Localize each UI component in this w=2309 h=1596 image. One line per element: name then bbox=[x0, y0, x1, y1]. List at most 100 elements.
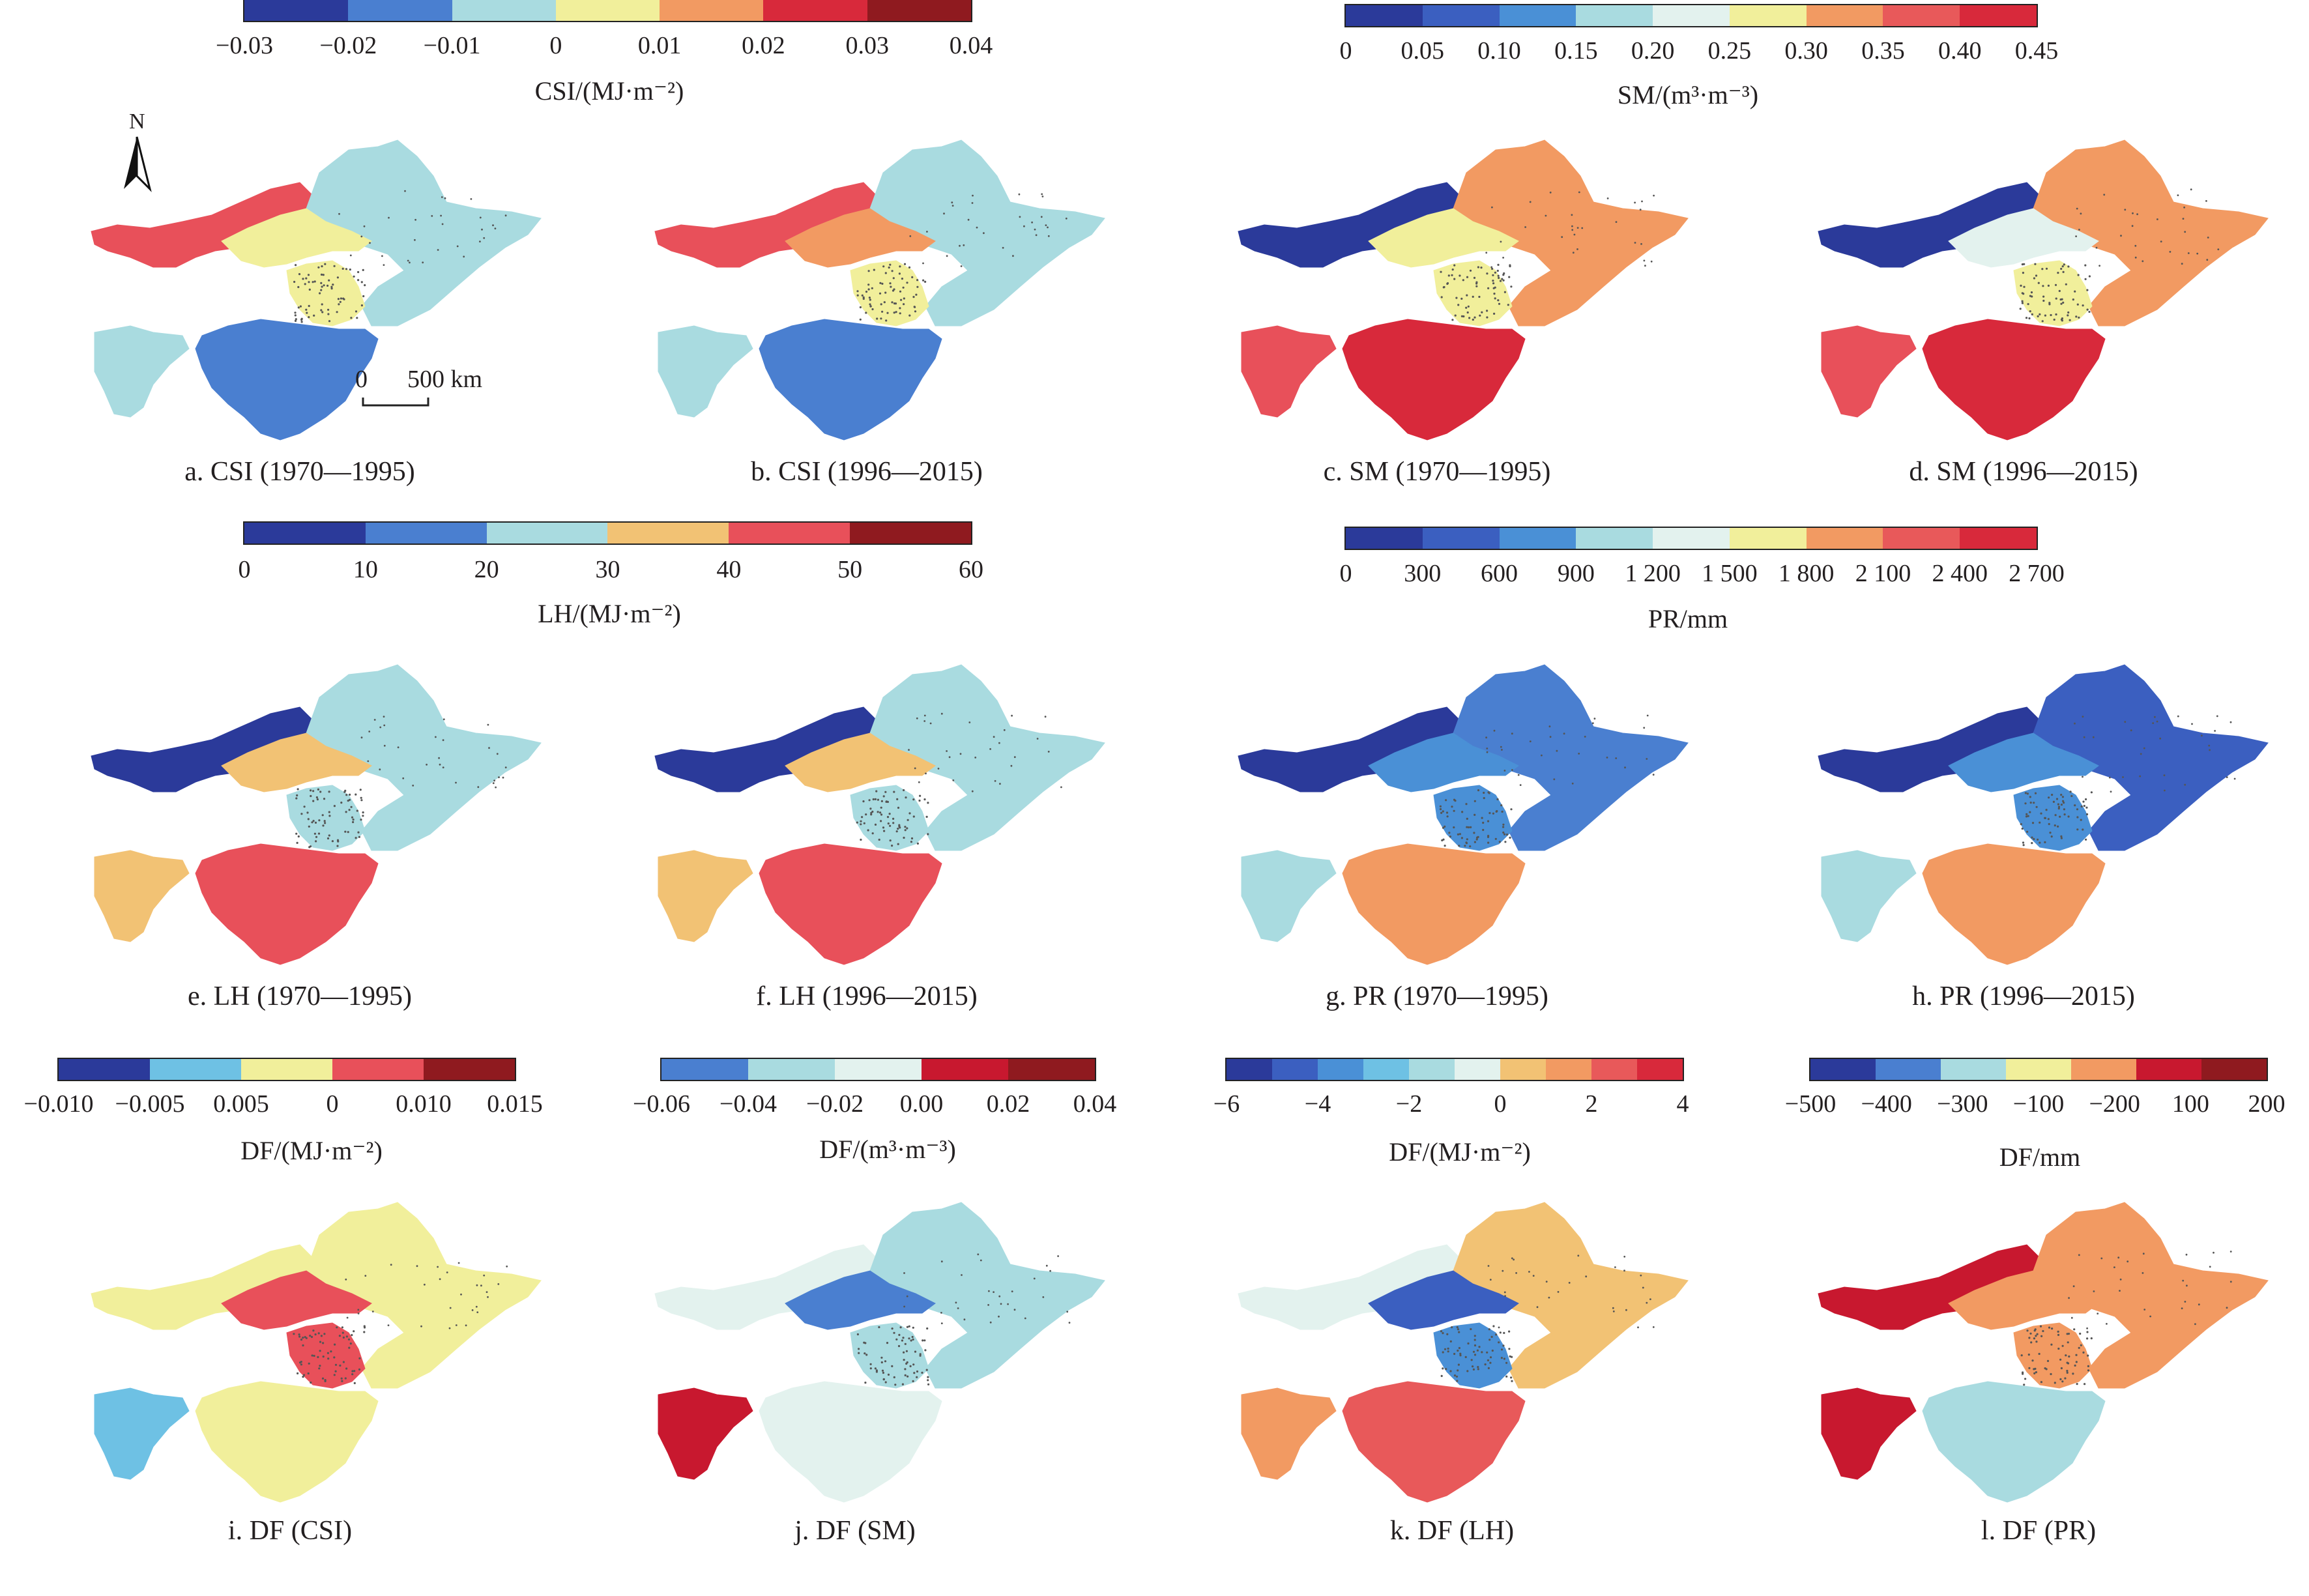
station-point bbox=[1500, 746, 1502, 748]
station-point bbox=[339, 300, 341, 303]
station-point bbox=[2059, 1378, 2062, 1380]
station-point bbox=[327, 1352, 329, 1354]
station-point bbox=[424, 1283, 426, 1286]
station-point bbox=[869, 305, 872, 308]
station-point bbox=[884, 272, 887, 274]
colorbar-tick-label: 0.20 bbox=[1631, 37, 1675, 65]
station-point bbox=[1487, 1265, 1490, 1267]
station-point bbox=[2198, 1303, 2200, 1306]
colorbar-segment bbox=[1227, 1059, 1272, 1080]
station-point bbox=[2229, 721, 2232, 723]
station-point bbox=[310, 789, 312, 792]
station-point bbox=[888, 813, 891, 815]
station-point bbox=[1642, 1286, 1644, 1289]
station-point bbox=[2076, 207, 2078, 210]
station-point bbox=[1509, 1355, 1511, 1357]
station-point bbox=[2042, 1329, 2044, 1333]
station-point bbox=[879, 292, 882, 295]
station-point bbox=[1440, 270, 1442, 273]
station-point bbox=[1536, 1306, 1539, 1309]
station-point bbox=[347, 1338, 351, 1341]
station-point bbox=[308, 281, 310, 283]
station-point bbox=[328, 834, 330, 837]
station-point bbox=[2226, 1307, 2228, 1309]
station-point bbox=[1513, 1258, 1515, 1261]
station-point bbox=[1012, 255, 1014, 257]
station-point bbox=[348, 798, 351, 801]
caption-e: e. LH (1970—1995) bbox=[187, 981, 413, 1011]
station-point bbox=[353, 1330, 355, 1333]
station-point bbox=[2022, 844, 2025, 847]
station-point bbox=[498, 776, 500, 779]
station-point bbox=[887, 1373, 890, 1376]
station-point bbox=[877, 798, 879, 801]
station-point bbox=[1640, 1274, 1642, 1277]
station-point bbox=[1486, 1351, 1489, 1354]
station-point bbox=[870, 813, 873, 816]
station-point bbox=[2051, 794, 2054, 796]
station-point bbox=[1445, 799, 1447, 802]
station-point bbox=[974, 757, 977, 759]
station-point bbox=[926, 1327, 929, 1330]
station-point bbox=[383, 264, 385, 266]
station-point bbox=[481, 228, 483, 231]
station-point bbox=[891, 301, 893, 304]
station-point bbox=[388, 216, 390, 219]
station-point bbox=[2062, 301, 2065, 304]
station-point bbox=[1568, 1282, 1571, 1284]
station-point bbox=[1503, 770, 1506, 772]
caption-h: h. PR (1996—2015) bbox=[1912, 981, 2135, 1011]
station-point bbox=[892, 822, 895, 824]
station-point bbox=[298, 1335, 301, 1338]
station-point bbox=[2160, 240, 2162, 242]
station-point bbox=[1049, 1270, 1051, 1272]
colorbar-segment bbox=[1883, 528, 1960, 549]
colorbar-tick-label: −0.010 bbox=[23, 1090, 94, 1118]
station-point bbox=[2196, 252, 2199, 255]
station-point bbox=[300, 319, 303, 321]
colorbar-tick-label: 0.00 bbox=[899, 1090, 944, 1118]
map-svg bbox=[1818, 1202, 2269, 1503]
station-point bbox=[910, 841, 912, 843]
station-point bbox=[2039, 313, 2041, 315]
station-point bbox=[2086, 308, 2089, 311]
station-point bbox=[313, 1354, 315, 1357]
station-point bbox=[912, 1326, 914, 1329]
station-point bbox=[898, 1333, 901, 1336]
station-point bbox=[907, 1375, 909, 1378]
station-point bbox=[308, 825, 310, 828]
colorbar-tick-label: 30 bbox=[595, 556, 620, 583]
station-point bbox=[333, 805, 336, 807]
station-point bbox=[1507, 304, 1509, 306]
station-point bbox=[2033, 837, 2035, 841]
station-point bbox=[1024, 1317, 1026, 1320]
station-point bbox=[2031, 1359, 2034, 1362]
station-point bbox=[2070, 1316, 2073, 1319]
station-point bbox=[2095, 246, 2098, 249]
station-point bbox=[908, 1325, 910, 1328]
station-point bbox=[1468, 317, 1471, 319]
station-point bbox=[887, 822, 890, 825]
station-point bbox=[889, 824, 892, 827]
station-point bbox=[297, 788, 299, 791]
station-point bbox=[2035, 1335, 2037, 1337]
station-point bbox=[345, 811, 347, 813]
colorbar-lh bbox=[243, 521, 972, 545]
station-point bbox=[967, 218, 970, 221]
station-point bbox=[971, 202, 974, 204]
station-point bbox=[919, 794, 922, 797]
station-point bbox=[1065, 217, 1067, 220]
station-point bbox=[897, 1344, 901, 1348]
station-point bbox=[334, 1370, 337, 1372]
station-point bbox=[1035, 234, 1038, 237]
station-point bbox=[873, 268, 875, 271]
station-point bbox=[1557, 1291, 1560, 1293]
station-point bbox=[940, 1260, 943, 1263]
station-point bbox=[1497, 274, 1500, 277]
station-point bbox=[924, 280, 927, 283]
station-point bbox=[312, 790, 315, 792]
station-point bbox=[497, 1283, 500, 1285]
station-point bbox=[320, 289, 323, 291]
station-point bbox=[440, 214, 442, 217]
caption-f: f. LH (1996—2015) bbox=[756, 981, 978, 1011]
